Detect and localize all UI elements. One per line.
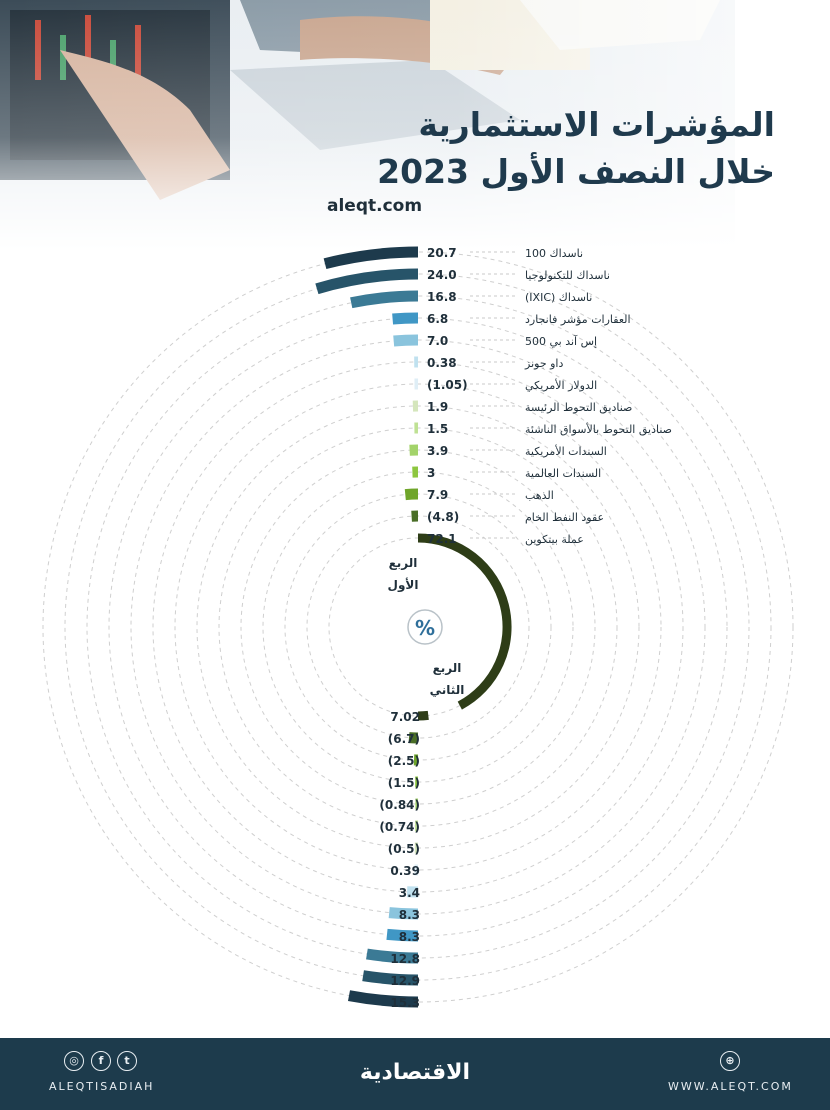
category-label: ناسداك 100 bbox=[525, 247, 583, 260]
q1-value-label: (1.05) bbox=[427, 378, 468, 392]
twitter-icon[interactable]: t bbox=[117, 1051, 137, 1071]
quarter-label: الربع الأول bbox=[388, 556, 419, 593]
category-label: العقارات مؤشر فانجارد bbox=[525, 313, 631, 326]
q2-value-label: 12.9 bbox=[390, 974, 420, 988]
website-link[interactable]: WWW.ALEQT.COM bbox=[668, 1080, 793, 1093]
q2-value-label: (0.5) bbox=[388, 842, 420, 856]
bar-q1 bbox=[323, 246, 419, 270]
category-label: ناسداك للتكنولوجيا bbox=[525, 269, 610, 282]
guide-ring bbox=[86, 295, 750, 959]
social-handle: ALEQTISADIAH bbox=[49, 1080, 155, 1093]
guide-ring bbox=[108, 317, 728, 937]
guide-ring bbox=[306, 515, 530, 739]
bar-q1 bbox=[404, 488, 419, 501]
q1-value-label: 24.0 bbox=[427, 268, 457, 282]
category-label: عقود النفط الخام bbox=[525, 511, 604, 524]
instagram-icon[interactable]: ◎ bbox=[64, 1051, 84, 1071]
bar-q1 bbox=[350, 290, 419, 309]
brand-logo: الاقتصادية bbox=[359, 1060, 471, 1085]
bar-q2 bbox=[388, 907, 419, 920]
q1-value-label: 0.38 bbox=[427, 356, 457, 370]
site-url: aleqt.com bbox=[327, 196, 423, 216]
q1-value-label: 3.9 bbox=[427, 444, 448, 458]
category-label: ناسداك (IXIC) bbox=[525, 291, 592, 304]
category-label: صناديق التحوط الرئيسة bbox=[525, 401, 632, 415]
bar-q2 bbox=[362, 970, 419, 986]
q1-value-label: 7.9 bbox=[427, 488, 448, 502]
bar-q1 bbox=[315, 268, 419, 295]
q2-value-label: 3.4 bbox=[399, 886, 420, 900]
q2-value-label: 7.02 bbox=[390, 710, 420, 724]
percent-badge bbox=[407, 609, 443, 645]
category-label: الذهب bbox=[525, 489, 554, 502]
q1-value-label: (4.8) bbox=[427, 510, 459, 524]
q1-value-label: 3 bbox=[427, 466, 435, 480]
percent-symbol: % bbox=[415, 616, 435, 640]
q2-value-label: (0.74) bbox=[379, 820, 420, 834]
page-title-line-1: المؤشرات الاستثمارية bbox=[418, 105, 775, 144]
bar-q2 bbox=[386, 928, 419, 942]
q1-value-label: 1.9 bbox=[427, 400, 448, 414]
q2-value-label: 8.3 bbox=[399, 908, 420, 922]
category-label: عملة بيتكوين bbox=[525, 533, 584, 546]
category-label: الدولار الأمريكي bbox=[525, 378, 597, 392]
footer-bar: ◎ f t ALEQTISADIAH الاقتصادية ⊕ WWW.ALEQ… bbox=[0, 1038, 830, 1110]
page-title-line-2: خلال النصف الأول 2023 bbox=[377, 152, 775, 191]
q2-value-label: (6.7) bbox=[388, 732, 420, 746]
q2-value-label: 0.39 bbox=[390, 864, 420, 878]
q2-value-label: 12.8 bbox=[390, 952, 420, 966]
header-photo bbox=[0, 0, 830, 250]
bar-q2 bbox=[417, 710, 429, 721]
bar-q1 bbox=[417, 533, 512, 710]
quarter-label: الربع الثاني bbox=[430, 661, 465, 697]
q1-value-label: 6.8 bbox=[427, 312, 448, 326]
bar-q1 bbox=[393, 334, 419, 347]
bar-q2 bbox=[366, 948, 419, 964]
guide-ring bbox=[42, 251, 794, 1003]
category-label: السندات الأمريكية bbox=[525, 444, 607, 458]
q2-value-label: (1.5) bbox=[388, 776, 420, 790]
q2-value-label: (2.5) bbox=[388, 754, 420, 768]
q2-value-label: 15.3 bbox=[390, 996, 420, 1010]
q1-value-label: 7.0 bbox=[427, 334, 448, 348]
bar-q2 bbox=[347, 990, 419, 1008]
q2-value-label: (0.84) bbox=[379, 798, 420, 812]
bar-q1 bbox=[392, 312, 419, 325]
q1-value-label: 20.7 bbox=[427, 246, 457, 260]
q1-value-label: 16.8 bbox=[427, 290, 457, 304]
radial-bar-chart: 20.7 ناسداك 100 24.0 ناسداك للتكنولوجيا 16.8… bbox=[42, 246, 794, 1010]
q1-value-label: 72.1 bbox=[427, 532, 457, 546]
category-label: السندات العالمية bbox=[525, 467, 601, 480]
category-label: صناديق التحوط بالأسواق الناشئة bbox=[525, 422, 672, 437]
hands-laptop-photo bbox=[0, 0, 830, 250]
q2-value-label: 8.3 bbox=[399, 930, 420, 944]
q1-value-label: 1.5 bbox=[427, 422, 448, 436]
category-label: إس آند بي 500 bbox=[525, 334, 597, 348]
category-label: داو جونز bbox=[524, 357, 563, 370]
facebook-icon[interactable]: f bbox=[91, 1051, 111, 1071]
globe-icon[interactable]: ⊕ bbox=[720, 1051, 740, 1071]
